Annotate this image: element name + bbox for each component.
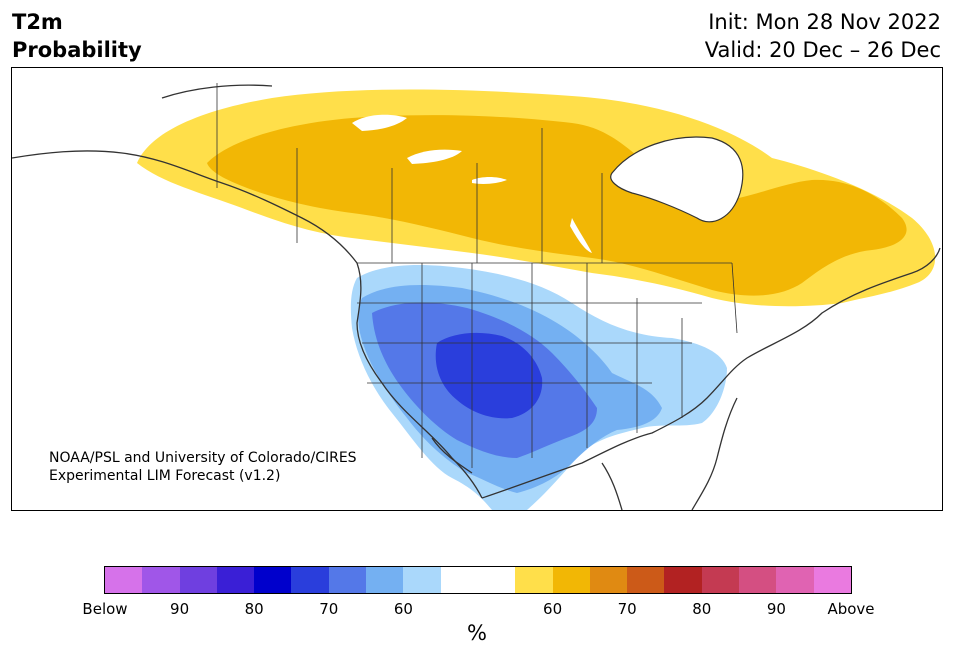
colorbar-segment <box>328 567 367 593</box>
colorbar-segment <box>105 567 143 593</box>
above-60-70-region <box>207 115 907 296</box>
coastlines <box>12 84 941 510</box>
colorbar-segment <box>515 567 553 593</box>
colorbar-tick-label: Below <box>82 600 128 618</box>
political-borders <box>216 83 738 468</box>
map-panel: NOAA/PSL and University of Colorado/CIRE… <box>11 67 943 511</box>
colorbar-tick-label: 90 <box>766 600 786 618</box>
colorbar-segment <box>552 567 590 593</box>
title-variable: T2m <box>12 10 63 34</box>
colorbar-segment <box>216 567 255 593</box>
map-credit: NOAA/PSL and University of Colorado/CIRE… <box>49 449 357 485</box>
below-80-90-region <box>435 332 543 419</box>
colorbar-segment <box>142 567 180 593</box>
colorbar-tick-label: 60 <box>393 600 413 618</box>
map-canvas <box>12 83 941 510</box>
colorbar-segment <box>627 567 665 593</box>
credit-line-2: Experimental LIM Forecast (v1.2) <box>49 468 281 484</box>
great-slave-lake <box>407 149 462 164</box>
colorbar-segment <box>739 567 777 593</box>
colorbar-segment <box>291 567 329 593</box>
title-type: Probability <box>12 38 142 62</box>
colorbar-tick-label: 70 <box>319 600 339 618</box>
colorbar-tick-label: 90 <box>170 600 190 618</box>
colorbar-segment <box>179 567 217 593</box>
colorbar-tick-label: 80 <box>244 600 264 618</box>
great-bear-lake <box>352 114 407 131</box>
colorbar-tick-label: 70 <box>617 600 637 618</box>
colorbar-segment <box>813 567 851 593</box>
colorbar-tick-label: Above <box>827 600 875 618</box>
lake-athabasca <box>472 177 507 184</box>
colorbar-segment <box>477 567 516 593</box>
hudson-bay <box>610 136 744 223</box>
colorbar-segment <box>664 567 702 593</box>
valid-date: Valid: 20 Dec – 26 Dec <box>704 38 941 62</box>
colorbar-segment <box>589 567 628 593</box>
colorbar-unit: % <box>467 621 487 645</box>
lake-winnipeg <box>570 218 592 253</box>
colorbar-segment <box>776 567 814 593</box>
colorbar-segment <box>440 567 478 593</box>
credit-line-1: NOAA/PSL and University of Colorado/CIRE… <box>49 450 357 466</box>
colorbar-tick-label: 60 <box>543 600 563 618</box>
init-date: Init: Mon 28 Nov 2022 <box>708 10 941 34</box>
colorbar-segment <box>366 567 404 593</box>
map-title: T2m Probability <box>12 8 142 64</box>
colorbar-segment <box>701 567 740 593</box>
colorbar <box>104 566 852 594</box>
colorbar-segment <box>403 567 441 593</box>
colorbar-tick-label: 80 <box>692 600 712 618</box>
forecast-dates: Init: Mon 28 Nov 2022 Valid: 20 Dec – 26… <box>705 8 941 64</box>
colorbar-segment <box>254 567 292 593</box>
